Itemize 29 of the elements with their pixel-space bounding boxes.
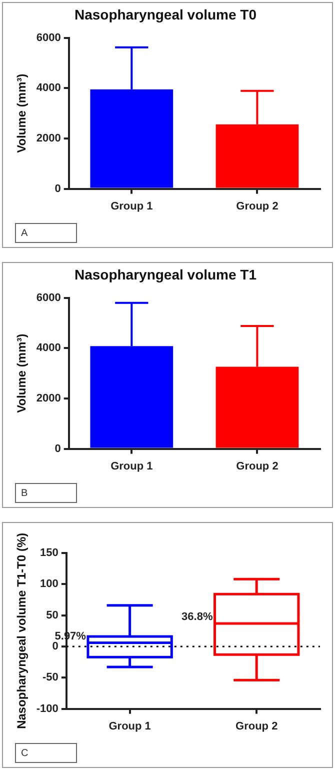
chart-title: Nasopharyngeal volume T0 (74, 6, 257, 22)
y-tick-label: 150 (40, 547, 58, 560)
y-tick-label: 6000 (36, 32, 61, 44)
y-tick-label: 2000 (36, 392, 61, 404)
annotation: 36.8% (182, 611, 213, 624)
y-tick-label: 50 (46, 609, 58, 622)
x-tick-label: Group 1 (110, 200, 153, 212)
text: A (15, 223, 77, 243)
y-tick-label: 4000 (36, 82, 61, 94)
x-tick-label: Group 2 (236, 200, 278, 212)
y-tick-label: 4000 (36, 342, 61, 354)
y-tick-label: 100 (40, 578, 58, 590)
text: B (15, 483, 77, 503)
y-tick-label: 0 (54, 442, 61, 455)
y-tick-label: 0 (54, 182, 61, 195)
y-tick-label: -50 (42, 672, 58, 684)
y-tick-label: 0 (52, 640, 58, 653)
x-tick-label: Group 2 (236, 720, 278, 732)
y-tick-label: 2000 (36, 132, 61, 144)
y-axis-title: Volume (mm³) (14, 334, 29, 413)
chart-title: Nasopharyngeal volume T1 (74, 266, 257, 282)
x-tick-label: Group 1 (108, 720, 151, 732)
x-tick-label: Group 1 (110, 460, 153, 472)
y-axis-title: Volume (mm³) (14, 74, 29, 153)
text: C (15, 743, 77, 763)
y-axis-title: Nasopharyngeal volume T1-T0 (%) (14, 532, 29, 729)
y-tick-label: 6000 (36, 292, 61, 304)
x-tick-label: Group 2 (236, 460, 278, 472)
y-tick-label: -100 (36, 702, 58, 715)
